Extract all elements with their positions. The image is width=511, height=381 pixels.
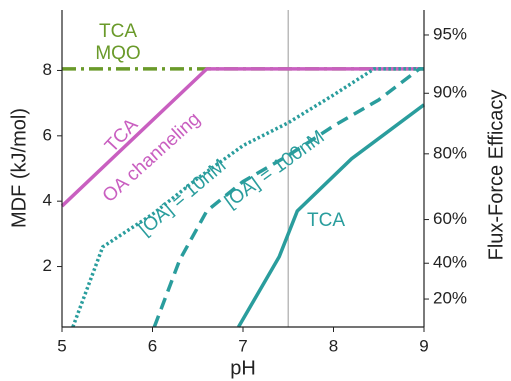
x-tick-label: 6 [148,336,157,355]
y2-tick-label: 40% [433,253,467,272]
y-tick-label: 8 [43,60,52,79]
y-tick-label: 4 [43,191,52,210]
y2-tick-label: 90% [433,83,467,102]
y2-tick-label: 80% [433,143,467,162]
x-tick-label: 9 [419,336,428,355]
series-line [236,103,426,328]
x-tick-label: 8 [329,336,338,355]
y-axis-label: MDF (kJ/mol) [8,108,30,228]
annotation: MQO [95,43,140,64]
y2-tick-label: 20% [433,289,467,308]
y2-tick-label: 60% [433,209,467,228]
y-tick-label: 2 [43,256,52,275]
x-tick-label: 7 [238,336,247,355]
y2-tick-label: 95% [433,24,467,43]
annotation: TCA [99,21,137,42]
y2-axis-label: Flux-Force Efficacy [485,90,507,261]
series-line [60,67,424,208]
annotation: [OA] = 100nM [221,127,329,213]
x-tick-label: 5 [57,336,66,355]
y-tick-label: 6 [43,125,52,144]
x-axis-label: pH [230,357,256,379]
series-line [71,67,424,328]
annotation: TCA [307,210,345,231]
series-line [152,67,424,328]
